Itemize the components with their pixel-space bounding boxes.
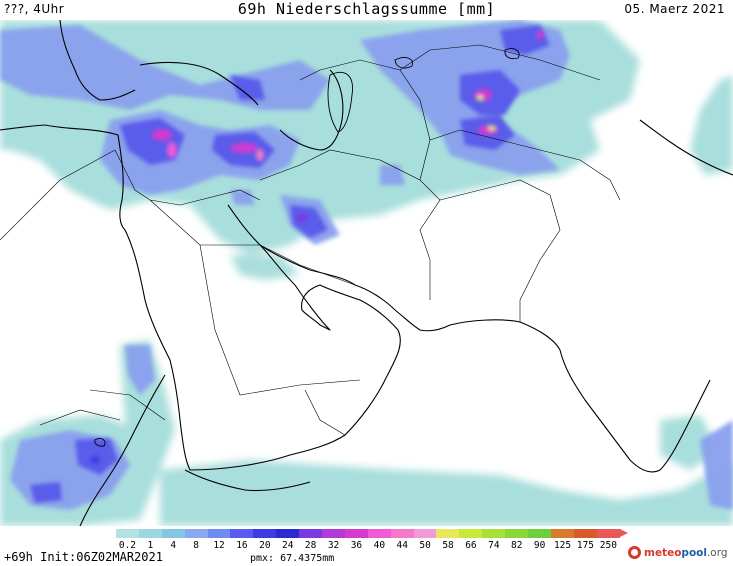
legend-tick-labels: 0.2 1 4 8 12 16 20 24 28 32 36 40 44 50 58 66 74 82 90 125 1… bbox=[116, 540, 636, 552]
legend-swatch bbox=[161, 529, 185, 538]
precip-intense-cores bbox=[90, 31, 544, 464]
legend-swatch bbox=[528, 529, 551, 538]
legend-tick-label: 32 bbox=[327, 540, 340, 551]
legend-swatch bbox=[116, 529, 139, 538]
map-title: 69h Niederschlagssumme [mm] bbox=[237, 0, 496, 18]
legend-swatch bbox=[436, 529, 460, 538]
legend-tick-label: 36 bbox=[350, 540, 363, 551]
max-precip-value: pmx: 67.4375mm bbox=[250, 553, 335, 564]
legend-swatch bbox=[550, 529, 574, 538]
country-borders bbox=[0, 44, 621, 436]
forecast-weekday-hour: ???, 4Uhr bbox=[4, 2, 65, 16]
legend-swatch bbox=[138, 529, 162, 538]
legend-tick-label: 12 bbox=[213, 540, 225, 551]
legend-tick-label: 44 bbox=[396, 540, 408, 551]
legend-tick-label: 24 bbox=[282, 540, 294, 551]
brand-text: meteopool.org bbox=[644, 547, 728, 559]
legend-overflow-arrow bbox=[619, 529, 628, 537]
brand-part-3: .org bbox=[706, 546, 728, 559]
legend-swatch bbox=[207, 529, 231, 538]
valid-date: 05. Maerz 2021 bbox=[624, 2, 725, 16]
legend-tick-label: 28 bbox=[304, 540, 317, 551]
legend-swatch bbox=[253, 529, 277, 538]
legend-tick-label: 20 bbox=[259, 540, 271, 551]
meteopool-logo-icon bbox=[628, 546, 641, 559]
legend-swatch bbox=[322, 529, 345, 538]
brand-part-2: pool bbox=[681, 546, 707, 559]
legend-tick-label: 1 bbox=[147, 540, 154, 551]
legend-swatch bbox=[505, 529, 529, 538]
legend-swatch bbox=[459, 529, 483, 538]
legend-swatch bbox=[596, 529, 620, 538]
legend-colorbar bbox=[116, 529, 628, 538]
legend-swatch bbox=[390, 529, 414, 538]
legend-tick-label: 50 bbox=[419, 540, 431, 551]
legend-tick-label: 4 bbox=[170, 540, 177, 551]
legend-swatch bbox=[184, 529, 208, 538]
inland-water bbox=[94, 48, 520, 447]
legend-tick-label: 82 bbox=[511, 540, 523, 551]
legend-tick-label: 8 bbox=[193, 540, 200, 551]
legend-tick-label: 125 bbox=[553, 540, 572, 551]
meteopool-brand[interactable]: meteopool.org bbox=[628, 546, 728, 559]
legend-swatch bbox=[230, 529, 254, 538]
legend-swatch bbox=[482, 529, 506, 538]
legend-swatch bbox=[299, 529, 323, 538]
precipitation-map bbox=[0, 20, 733, 526]
legend-swatch bbox=[344, 529, 368, 538]
legend-tick-label: 16 bbox=[236, 540, 248, 551]
legend-swatch bbox=[573, 529, 597, 538]
legend-swatch bbox=[367, 529, 391, 538]
legend-tick-label: 74 bbox=[488, 540, 500, 551]
legend-tick-label: 40 bbox=[373, 540, 386, 551]
legend-tick-label: 66 bbox=[465, 540, 477, 551]
legend-tick-label: 175 bbox=[576, 540, 595, 551]
brand-part-1: meteo bbox=[644, 546, 682, 559]
legend-tick-label: 250 bbox=[599, 540, 617, 551]
legend-swatch bbox=[276, 529, 300, 538]
model-run-info: +69h Init:06Z02MAR2021 bbox=[4, 550, 163, 564]
legend-tick-label: 58 bbox=[442, 540, 454, 551]
legend-swatch bbox=[413, 529, 437, 538]
legend-tick-label: 0.2 bbox=[118, 540, 137, 551]
legend-tick-label: 90 bbox=[533, 540, 546, 551]
